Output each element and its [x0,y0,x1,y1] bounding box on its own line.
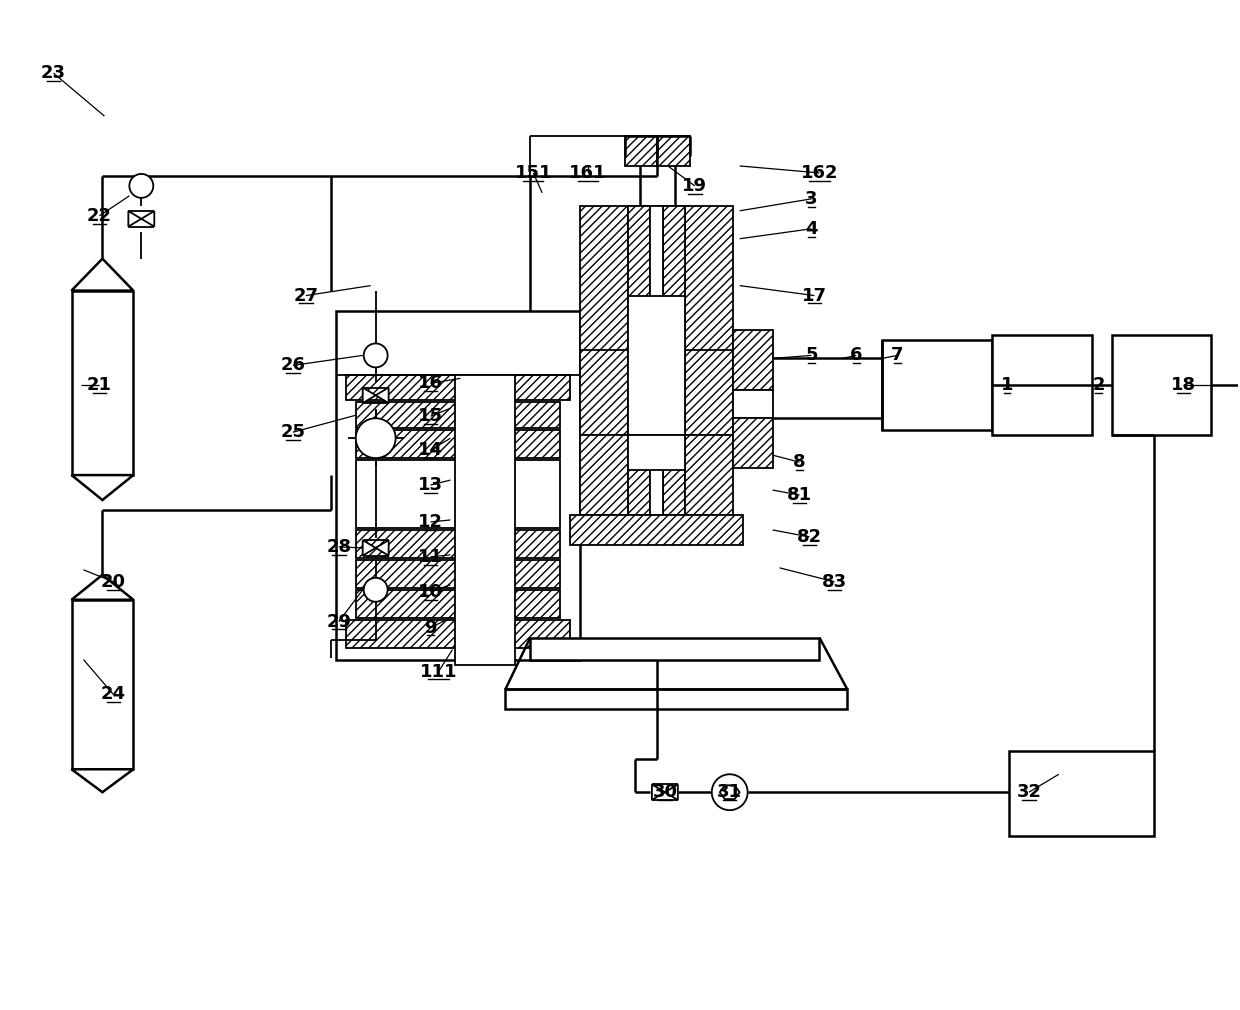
Bar [627,261,688,296]
Bar [625,136,657,166]
Text: 13: 13 [418,476,443,494]
Bar [356,430,560,459]
Bar [346,376,570,400]
Text: 28: 28 [326,538,351,556]
Bar [733,390,773,418]
Text: 4: 4 [805,220,817,237]
Text: 17: 17 [802,287,827,305]
Text: 111: 111 [420,663,458,681]
Text: 18: 18 [1171,377,1197,394]
Bar [640,156,675,206]
Text: 7: 7 [892,346,904,365]
Text: 9: 9 [424,619,436,636]
Text: 2: 2 [1092,377,1105,394]
Bar [627,435,650,515]
Text: 11: 11 [418,547,443,566]
Bar [992,335,1091,435]
Bar [356,402,560,428]
Bar [650,206,663,435]
Bar [531,637,820,660]
Text: 25: 25 [280,423,305,441]
Bar [455,376,516,665]
Text: 1: 1 [1001,377,1013,394]
Text: 10: 10 [418,583,443,601]
Text: 81: 81 [787,486,812,504]
Bar [663,206,684,435]
Text: 15: 15 [418,407,443,425]
Bar [356,560,560,588]
Polygon shape [376,388,388,403]
Circle shape [712,775,748,810]
Bar [684,350,733,435]
Polygon shape [363,540,376,556]
Bar [506,690,847,709]
Bar [627,206,650,435]
Bar [684,435,733,515]
Polygon shape [652,785,665,800]
Text: 16: 16 [418,375,443,392]
Text: 8: 8 [794,453,806,471]
Polygon shape [129,211,141,226]
Text: 23: 23 [41,65,66,82]
Bar [336,310,580,660]
Circle shape [129,174,154,198]
Text: 14: 14 [418,441,443,460]
Text: 24: 24 [100,686,126,704]
Bar [663,435,684,515]
Bar [580,350,627,435]
Text: 19: 19 [682,177,707,195]
Text: 6: 6 [851,346,863,365]
Text: 20: 20 [100,573,126,591]
Circle shape [363,578,388,602]
Polygon shape [72,770,134,792]
Text: 27: 27 [294,287,319,305]
Bar [356,461,560,528]
Bar [650,435,663,515]
Polygon shape [665,785,678,800]
Polygon shape [72,259,134,291]
Text: 5: 5 [805,346,817,365]
Bar [356,530,560,558]
Bar [346,620,570,647]
Circle shape [363,343,388,368]
Bar [627,435,684,470]
Text: 30: 30 [652,783,677,801]
Text: 26: 26 [280,357,305,375]
Bar [1111,335,1211,435]
Bar [580,206,627,435]
Polygon shape [363,388,376,403]
Bar [733,418,773,468]
Bar [570,515,743,544]
Bar [580,435,627,515]
Text: 151: 151 [515,164,552,182]
Bar [733,330,773,390]
Bar [356,590,560,618]
Bar [657,136,689,166]
Polygon shape [376,540,388,556]
Text: 31: 31 [717,783,743,801]
Bar [627,206,688,261]
Text: 21: 21 [87,377,112,394]
Circle shape [356,418,396,459]
Polygon shape [141,211,154,226]
Bar [72,600,134,770]
Polygon shape [72,575,134,600]
Text: 162: 162 [801,164,838,182]
Bar [72,291,134,475]
Text: 161: 161 [569,164,606,182]
Text: 82: 82 [797,528,822,546]
Text: 29: 29 [326,613,351,630]
Text: 83: 83 [822,573,847,591]
Text: 32: 32 [1017,783,1042,801]
Polygon shape [720,786,739,799]
Bar [684,206,733,435]
Bar [627,296,684,435]
Text: 12: 12 [418,513,443,531]
Polygon shape [72,475,134,500]
Text: 22: 22 [87,207,112,225]
Bar [883,340,992,430]
Text: 3: 3 [805,190,817,208]
Bar [1009,751,1153,836]
